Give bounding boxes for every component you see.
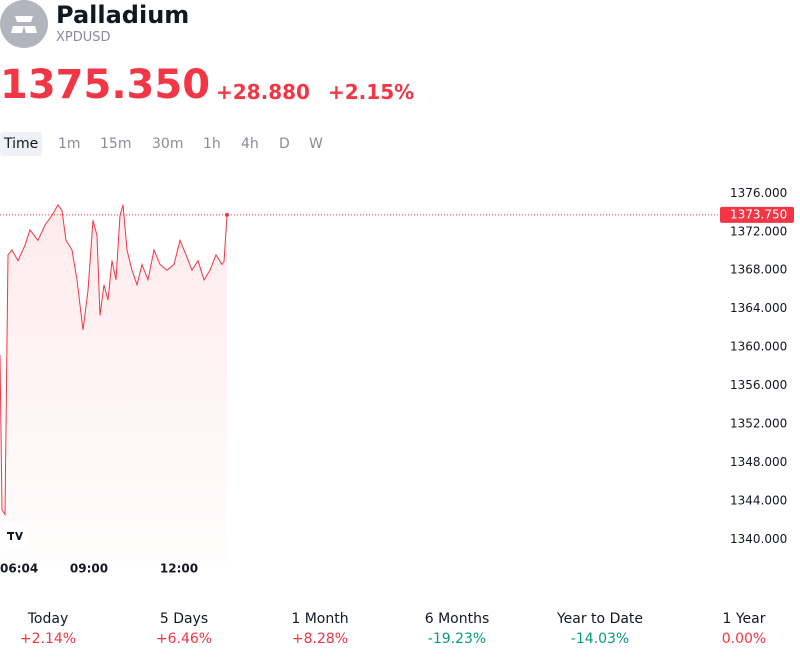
period-change: +6.46% bbox=[155, 631, 213, 647]
period-label[interactable]: 5 Days bbox=[159, 611, 209, 627]
period-label[interactable]: Year to Date bbox=[556, 611, 644, 627]
y-tick-label: 1376.000 bbox=[730, 186, 787, 200]
y-tick-label: 1364.000 bbox=[730, 301, 787, 315]
period-label[interactable]: 6 Months bbox=[424, 611, 490, 627]
period-change: -14.03% bbox=[570, 631, 630, 647]
y-tick-label: 1368.000 bbox=[730, 263, 787, 277]
last-point bbox=[225, 212, 229, 217]
period-change: +8.28% bbox=[291, 631, 349, 647]
interval-tab[interactable]: D bbox=[279, 136, 290, 152]
price-change: +28.880 bbox=[216, 80, 310, 104]
price: 1375.350 bbox=[0, 62, 211, 108]
chart: 1376.000 1372.000 1368.000 1364.000 1360.000… bbox=[0, 186, 794, 576]
interval-tab[interactable]: 15m bbox=[100, 136, 132, 152]
interval-tab[interactable]: 30m bbox=[152, 136, 184, 152]
tv-logo bbox=[0, 522, 28, 550]
interval-tab[interactable]: W bbox=[309, 136, 323, 152]
period-label[interactable]: Today bbox=[27, 611, 69, 627]
y-tick-label: 1340.000 bbox=[730, 532, 787, 546]
y-tick-label: 1352.000 bbox=[730, 417, 787, 431]
y-tick-label: 1344.000 bbox=[730, 494, 787, 508]
period-change: -19.23% bbox=[427, 631, 487, 647]
price-line bbox=[0, 203, 228, 517]
y-tick-label: 1348.000 bbox=[730, 455, 787, 469]
last-price-label: 1373.750 bbox=[730, 207, 787, 221]
last-price-badge bbox=[720, 206, 794, 223]
period-label[interactable]: 1 Year bbox=[722, 611, 766, 627]
interval-tab[interactable]: 1m bbox=[58, 136, 81, 152]
period-change: 0.00% bbox=[721, 631, 767, 647]
period-change: +2.14% bbox=[19, 631, 77, 647]
symbol: XPDUSD bbox=[56, 30, 111, 45]
title: Palladium bbox=[56, 1, 190, 29]
period-label[interactable]: 1 Month bbox=[291, 611, 349, 627]
price-area bbox=[0, 204, 227, 568]
interval-tab[interactable]: Time bbox=[0, 132, 43, 156]
interval-tab[interactable]: 1h bbox=[203, 136, 221, 152]
y-tick-label: 1360.000 bbox=[730, 340, 787, 354]
avatar bbox=[0, 0, 48, 48]
price-change-percent: +2.15% bbox=[328, 80, 415, 104]
y-tick-label: 1372.000 bbox=[730, 224, 787, 238]
interval-tab[interactable]: 4h bbox=[241, 136, 259, 152]
y-tick-label: 1356.000 bbox=[730, 378, 787, 392]
